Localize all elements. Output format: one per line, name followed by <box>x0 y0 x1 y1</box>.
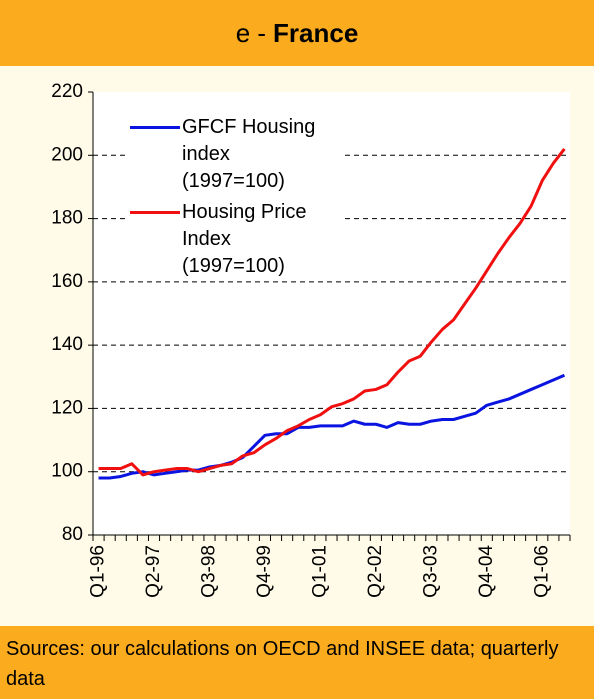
legend-label: GFCF Housing index (1997=100) <box>182 116 316 192</box>
x-tick-label: Q1-06 <box>531 545 552 598</box>
y-tick-label: 200 <box>51 144 83 165</box>
chart-title: France <box>273 17 359 48</box>
header: e - France <box>0 0 594 66</box>
legend-swatch <box>130 126 180 129</box>
y-tick-label: 80 <box>62 524 83 545</box>
x-tick-label: Q1-96 <box>88 545 109 598</box>
y-tick-label: 160 <box>51 271 83 292</box>
x-tick-label: Q1-01 <box>309 545 330 598</box>
source-note: Sources: our calculations on OECD and IN… <box>0 626 594 699</box>
y-tick-label: 220 <box>51 81 83 102</box>
y-tick-label: 180 <box>51 208 83 229</box>
x-tick-label: Q4-99 <box>254 545 275 598</box>
series-line <box>98 373 566 480</box>
x-tick-label: Q3-98 <box>198 545 219 598</box>
legend-item: GFCF Housing index (1997=100) <box>130 114 335 195</box>
x-tick-label: Q4-04 <box>476 545 497 598</box>
y-tick-label: 140 <box>51 334 83 355</box>
series-line <box>98 148 566 477</box>
chart: 80 100 120 140 160 180 200 220 Q1-96 Q2-97 Q3-98 Q4… <box>51 81 571 598</box>
y-tick-label: 120 <box>51 397 83 418</box>
x-tick-label: Q3-03 <box>420 545 441 598</box>
panel-label: e - <box>235 17 267 48</box>
legend-background <box>128 108 342 253</box>
legend: GFCF Housing index (1997=100) Housing Pri… <box>130 114 335 284</box>
x-tick-label: Q2-97 <box>143 545 164 598</box>
legend-swatch <box>130 211 180 214</box>
x-tick-label: Q2-02 <box>365 545 386 598</box>
legend-label: Housing Price Index (1997=100) <box>182 201 307 277</box>
legend-item: Housing Price Index (1997=100) <box>130 199 335 280</box>
y-tick-label: 100 <box>51 461 83 482</box>
